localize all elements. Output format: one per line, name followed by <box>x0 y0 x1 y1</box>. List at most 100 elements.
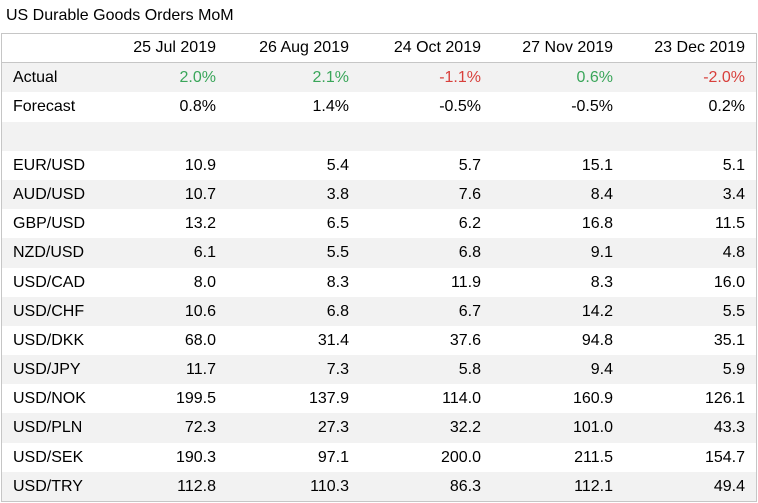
table-cell: 11.7 <box>186 361 216 379</box>
table-cell: 35.1 <box>713 331 745 349</box>
table-cell: 110.3 <box>310 477 349 495</box>
table-cell: 68.0 <box>184 331 216 349</box>
table-cell: 112.8 <box>177 477 216 495</box>
table-cell: 9.4 <box>590 361 613 379</box>
table-cell: 11.5 <box>715 215 745 233</box>
row-usd-pln: USD/PLN 72.3 27.3 32.2 101.0 43.3 <box>2 413 756 443</box>
column-header: 26 Aug 2019 <box>259 39 349 56</box>
table-cell: 5.7 <box>458 156 481 174</box>
table-cell: 6.2 <box>458 215 481 233</box>
table-cell: 101.0 <box>572 419 613 437</box>
table-cell: 9.1 <box>590 244 613 262</box>
row-label: AUD/USD <box>13 185 86 203</box>
table-cell: 16.0 <box>713 273 745 291</box>
table-cell: 8.4 <box>590 185 613 203</box>
table-cell: 6.1 <box>193 244 216 262</box>
table-cell: 0.2% <box>708 98 745 116</box>
table-cell: 3.4 <box>722 185 745 203</box>
table-cell: 32.2 <box>449 419 481 437</box>
table-cell: 126.1 <box>704 390 745 408</box>
table-cell: 114.0 <box>442 390 481 408</box>
table-cell: 190.3 <box>175 448 216 466</box>
table-cell: 11.9 <box>451 273 481 291</box>
table-cell: 1.4% <box>312 98 349 116</box>
table-cell: 49.4 <box>713 477 745 495</box>
column-header: 25 Jul 2019 <box>133 39 216 56</box>
table-cell: 13.2 <box>184 215 216 233</box>
table-cell <box>614 122 746 151</box>
table-cell: 5.5 <box>722 302 745 320</box>
table-cell: 15.1 <box>581 156 613 174</box>
table-cell: 94.8 <box>581 331 613 349</box>
table-cell <box>217 122 350 151</box>
table-cell: 16.8 <box>581 215 613 233</box>
table-cell: 5.1 <box>722 156 745 174</box>
row-nzd-usd: NZD/USD 6.1 5.5 6.8 9.1 4.8 <box>2 238 756 268</box>
table-cell: 0.6% <box>576 69 613 87</box>
table-cell: 8.0 <box>193 273 216 291</box>
table-cell: 37.6 <box>449 331 481 349</box>
table-cell: -2.0% <box>703 69 745 87</box>
table-cell <box>90 122 217 151</box>
table-cell: 3.8 <box>326 185 349 203</box>
table-cell: 2.1% <box>312 69 349 87</box>
row-label: Actual <box>13 69 58 87</box>
column-header: 27 Nov 2019 <box>522 39 613 56</box>
table-cell: 5.4 <box>326 156 349 174</box>
row-gbp-usd: GBP/USD 13.2 6.5 6.2 16.8 11.5 <box>2 209 756 238</box>
table-cell: 211.5 <box>574 448 613 466</box>
table-cell: 10.7 <box>184 185 216 203</box>
row-actual: Actual 2.0% 2.1% -1.1% 0.6% -2.0% <box>2 63 756 93</box>
table-cell: 154.7 <box>704 448 745 466</box>
row-label: USD/DKK <box>13 331 85 349</box>
table-cell: 86.3 <box>449 477 481 495</box>
row-label <box>2 122 90 151</box>
table-cell: 5.8 <box>458 361 481 379</box>
table-cell <box>350 122 482 151</box>
table-cell: 6.5 <box>326 215 349 233</box>
spacer-row <box>2 121 756 151</box>
table-cell: 6.7 <box>458 302 481 320</box>
row-label: NZD/USD <box>13 244 85 262</box>
table-body: Actual 2.0% 2.1% -1.1% 0.6% -2.0% Forecast 0.8%… <box>2 63 756 501</box>
row-label: USD/CHF <box>13 302 85 320</box>
table-cell: 31.4 <box>317 331 349 349</box>
row-usd-dkk: USD/DKK 68.0 31.4 37.6 94.8 35.1 <box>2 326 756 355</box>
table-cell: 137.9 <box>308 390 349 408</box>
table-cell: 160.9 <box>572 390 613 408</box>
table-cell: 8.3 <box>590 273 613 291</box>
row-label: Forecast <box>13 98 76 116</box>
row-label: USD/TRY <box>13 477 83 495</box>
column-header: 24 Oct 2019 <box>393 39 481 56</box>
row-label: USD/NOK <box>13 390 86 408</box>
row-aud-usd: AUD/USD 10.7 3.8 7.6 8.4 3.4 <box>2 179 756 210</box>
table-cell: 43.3 <box>713 419 745 437</box>
table-cell <box>482 122 614 151</box>
table-cell: 5.9 <box>722 361 745 379</box>
column-header: 23 Dec 2019 <box>654 39 745 56</box>
row-forecast: Forecast 0.8% 1.4% -0.5% -0.5% 0.2% <box>2 92 756 121</box>
table-cell: 2.0% <box>179 69 216 87</box>
row-label: GBP/USD <box>13 215 86 233</box>
table-cell: 6.8 <box>458 244 481 262</box>
data-table: 25 Jul 2019 26 Aug 2019 24 Oct 2019 27 N… <box>1 33 757 502</box>
row-usd-jpy: USD/JPY 11.7 7.3 5.8 9.4 5.9 <box>2 355 756 385</box>
table-cell: 8.3 <box>326 273 349 291</box>
table-title: US Durable Goods Orders MoM <box>6 7 234 24</box>
row-label: USD/SEK <box>13 448 84 466</box>
row-label: USD/PLN <box>13 419 83 437</box>
header-row: 25 Jul 2019 26 Aug 2019 24 Oct 2019 27 N… <box>2 34 756 64</box>
row-label: USD/CAD <box>13 273 86 291</box>
row-usd-try: USD/TRY 112.8 110.3 86.3 112.1 49.4 <box>2 471 756 501</box>
table-cell: 199.5 <box>175 390 216 408</box>
table-cell: 0.8% <box>179 98 216 116</box>
table-cell: 72.3 <box>184 419 216 437</box>
table-cell: 5.5 <box>326 244 349 262</box>
table-cell: 4.8 <box>722 244 745 262</box>
row-usd-nok: USD/NOK 199.5 137.9 114.0 160.9 126.1 <box>2 384 756 413</box>
row-label: USD/JPY <box>13 361 81 379</box>
table-cell: 14.2 <box>581 302 613 320</box>
table-cell: 112.1 <box>574 477 613 495</box>
row-eur-usd: EUR/USD 10.9 5.4 5.7 15.1 5.1 <box>2 151 756 180</box>
row-label: EUR/USD <box>13 156 86 174</box>
